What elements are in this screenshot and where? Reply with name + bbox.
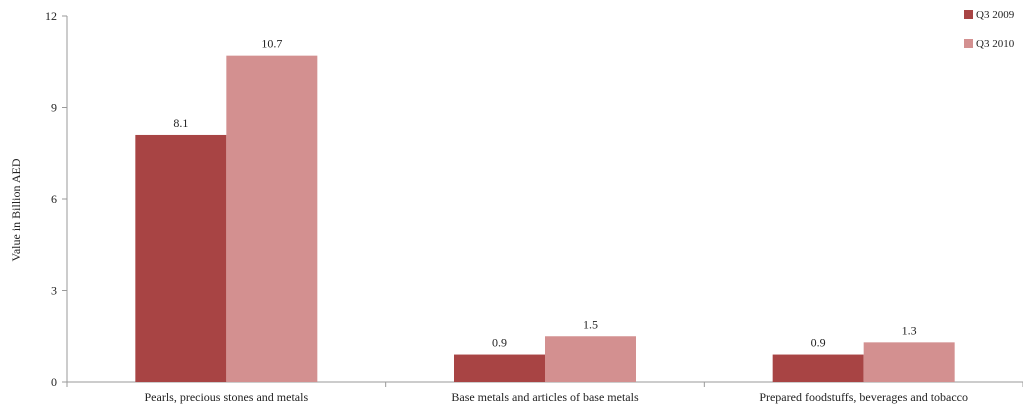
data-label: 1.3 xyxy=(902,323,917,337)
legend-label: Q3 2010 xyxy=(976,38,1015,50)
y-tick-label: 3 xyxy=(51,284,57,298)
category-label: Prepared foodstuffs, beverages and tobac… xyxy=(759,390,968,404)
bar xyxy=(545,336,636,382)
legend: Q3 2009 Q3 2010 xyxy=(964,9,1015,50)
y-tick-label: 12 xyxy=(45,9,57,23)
bar xyxy=(135,134,227,382)
y-axis: Value in Billion AED xyxy=(9,16,68,382)
y-tick-label: 9 xyxy=(51,101,57,115)
bar xyxy=(226,55,318,383)
data-label: 10.7 xyxy=(261,37,282,51)
data-label: 0.9 xyxy=(811,336,826,350)
y-tick-label: 0 xyxy=(51,375,57,389)
bar xyxy=(772,354,864,382)
category-label: Pearls, precious stones and metals xyxy=(145,390,309,404)
data-label: 8.1 xyxy=(173,116,188,130)
y-axis-label: Value in Billion AED xyxy=(9,158,23,261)
y-tick-label: 6 xyxy=(51,192,57,206)
data-label: 1.5 xyxy=(583,317,598,331)
legend-swatch xyxy=(964,10,973,19)
bar xyxy=(863,342,955,382)
category-label: Base metals and articles of base metals xyxy=(451,390,639,404)
data-label: 0.9 xyxy=(492,336,507,350)
legend-swatch xyxy=(964,39,973,48)
legend-label: Q3 2009 xyxy=(976,9,1015,21)
bar xyxy=(454,354,545,382)
